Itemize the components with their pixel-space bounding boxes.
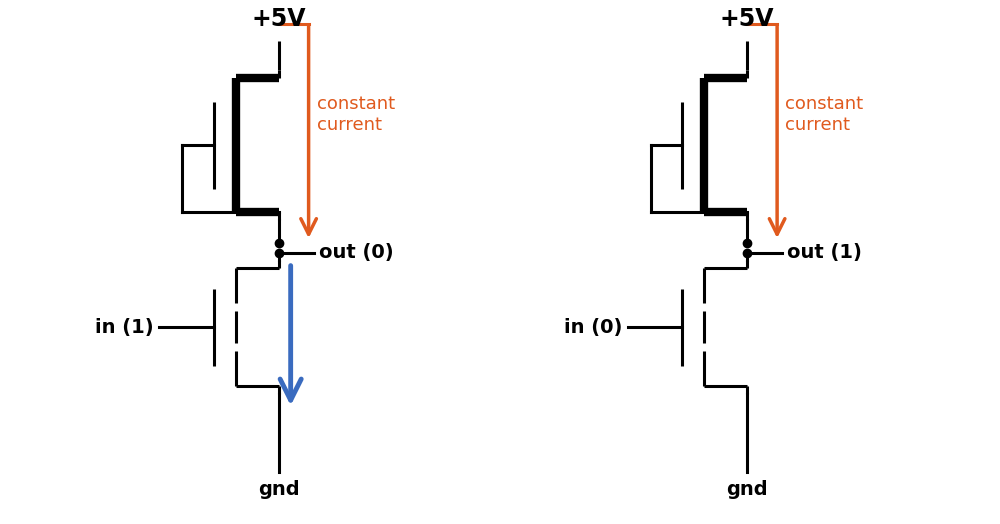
Text: +5V: +5V (251, 7, 306, 30)
Text: out (1): out (1) (787, 243, 862, 263)
Text: in (0): in (0) (564, 318, 623, 336)
Text: +5V: +5V (720, 7, 774, 30)
Text: gnd: gnd (726, 480, 768, 499)
Text: gnd: gnd (258, 480, 300, 499)
Text: out (0): out (0) (319, 243, 393, 263)
Text: in (1): in (1) (95, 318, 154, 336)
Text: constant
current: constant current (317, 95, 395, 134)
Text: constant
current: constant current (785, 95, 863, 134)
